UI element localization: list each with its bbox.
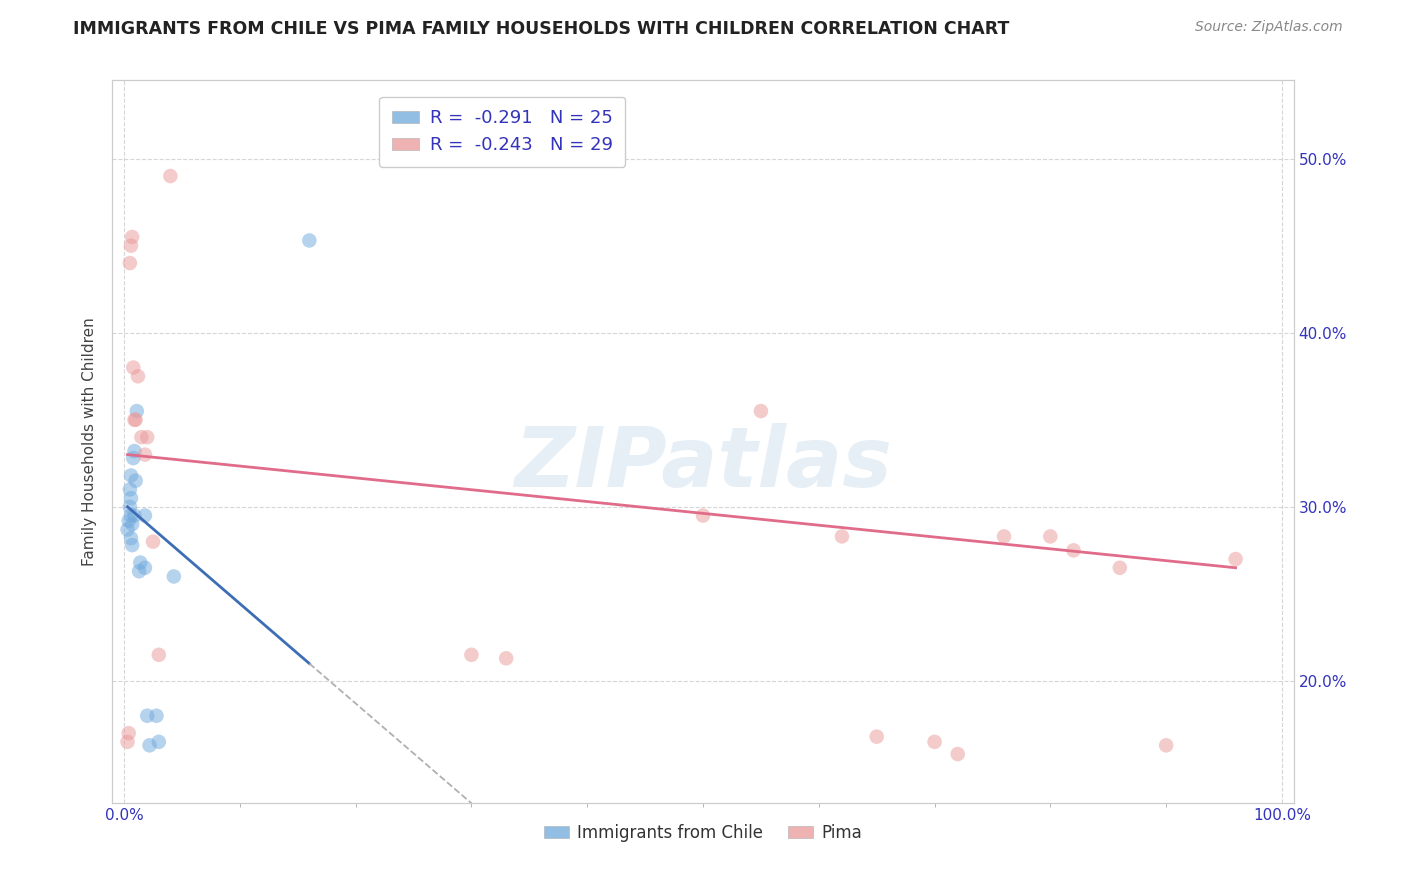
- Point: [124, 413, 146, 427]
- Point: [121, 230, 143, 244]
- Point: [131, 430, 153, 444]
- Point: [134, 561, 156, 575]
- Point: [749, 404, 772, 418]
- Point: [124, 444, 146, 458]
- Point: [121, 517, 143, 532]
- Point: [136, 708, 159, 723]
- Text: ZIPatlas: ZIPatlas: [515, 423, 891, 504]
- Point: [122, 360, 145, 375]
- Point: [120, 508, 142, 523]
- Point: [145, 708, 167, 723]
- Point: [129, 556, 152, 570]
- Point: [946, 747, 969, 761]
- Point: [118, 256, 141, 270]
- Y-axis label: Family Households with Children: Family Households with Children: [82, 318, 97, 566]
- Point: [117, 735, 139, 749]
- Point: [120, 531, 142, 545]
- Point: [121, 538, 143, 552]
- Point: [1039, 529, 1062, 543]
- Text: Source: ZipAtlas.com: Source: ZipAtlas.com: [1195, 20, 1343, 34]
- Point: [831, 529, 853, 543]
- Point: [159, 169, 181, 183]
- Point: [134, 448, 156, 462]
- Point: [136, 430, 159, 444]
- Point: [124, 474, 146, 488]
- Point: [120, 468, 142, 483]
- Point: [1225, 552, 1247, 566]
- Point: [163, 569, 186, 583]
- Point: [866, 730, 889, 744]
- Point: [120, 491, 142, 505]
- Point: [124, 508, 146, 523]
- Point: [118, 514, 141, 528]
- Point: [127, 369, 149, 384]
- Point: [120, 238, 142, 252]
- Point: [134, 508, 156, 523]
- Point: [138, 739, 160, 753]
- Point: [148, 648, 170, 662]
- Point: [924, 735, 946, 749]
- Point: [495, 651, 517, 665]
- Point: [692, 508, 714, 523]
- Point: [148, 735, 170, 749]
- Point: [125, 404, 148, 418]
- Point: [124, 413, 146, 427]
- Point: [118, 500, 141, 514]
- Point: [1063, 543, 1085, 558]
- Legend: Immigrants from Chile, Pima: Immigrants from Chile, Pima: [537, 817, 869, 848]
- Point: [460, 648, 482, 662]
- Point: [117, 523, 139, 537]
- Point: [298, 234, 321, 248]
- Point: [1108, 561, 1130, 575]
- Point: [142, 534, 165, 549]
- Text: IMMIGRANTS FROM CHILE VS PIMA FAMILY HOUSEHOLDS WITH CHILDREN CORRELATION CHART: IMMIGRANTS FROM CHILE VS PIMA FAMILY HOU…: [73, 20, 1010, 37]
- Point: [1154, 739, 1177, 753]
- Point: [122, 451, 145, 466]
- Point: [993, 529, 1015, 543]
- Point: [118, 483, 141, 497]
- Point: [118, 726, 141, 740]
- Point: [128, 564, 150, 578]
